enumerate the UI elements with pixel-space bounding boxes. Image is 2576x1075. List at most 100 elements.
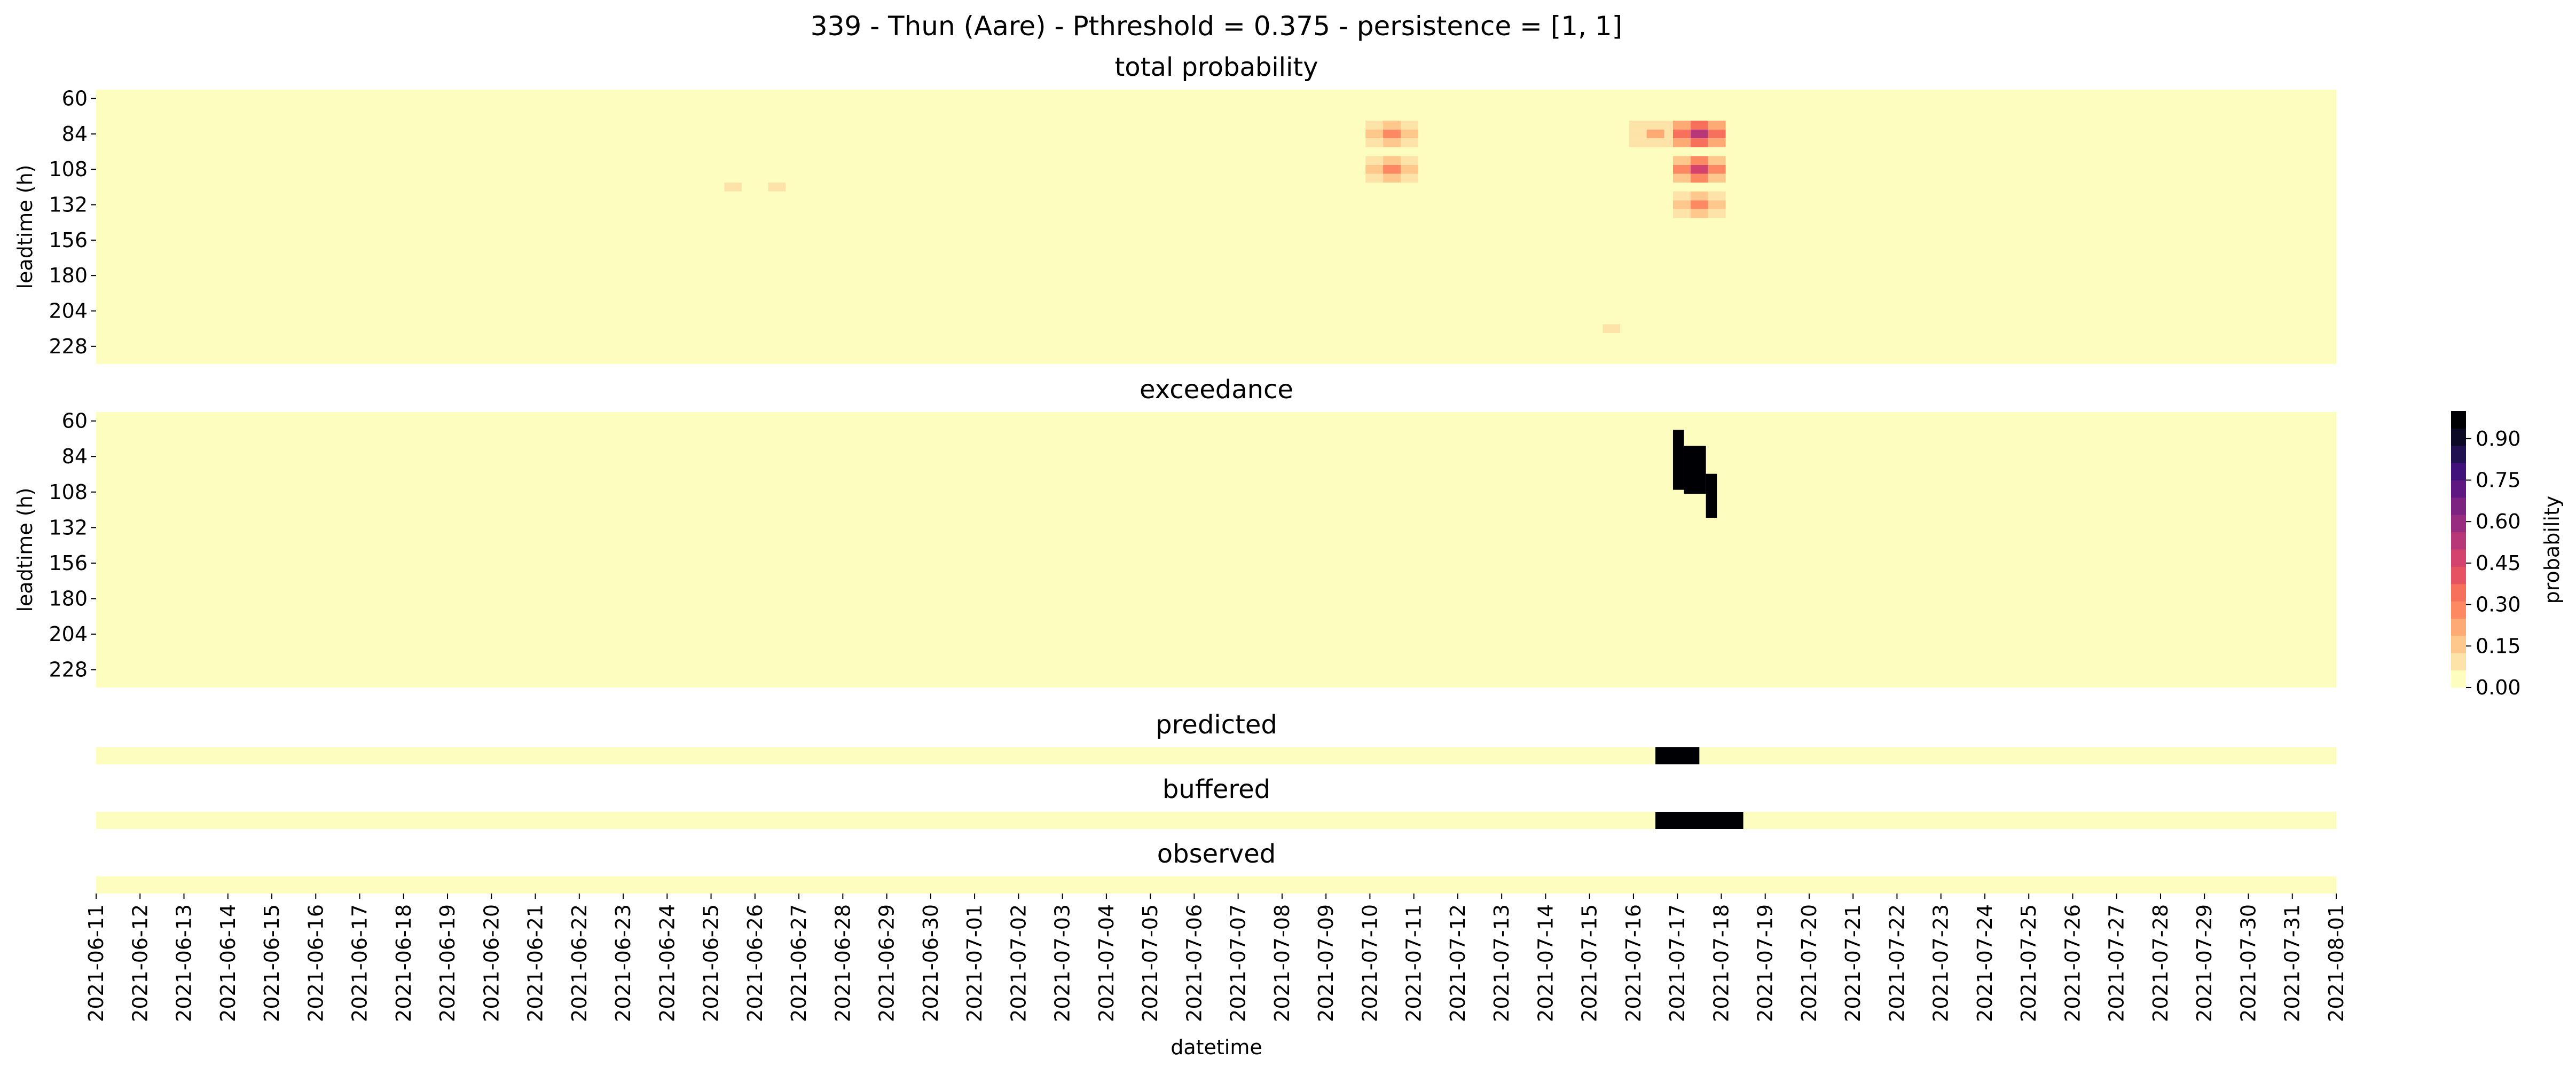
colorbar-label: probability (2540, 496, 2564, 604)
colorbar-segment (2451, 463, 2466, 480)
exceedance-heatmap (96, 412, 2336, 687)
x-tick-label: 2021-06-13 (172, 904, 196, 1022)
colorbar-segment (2451, 515, 2466, 533)
probability-cell (1708, 200, 1726, 209)
probability-cell (1690, 191, 1708, 201)
x-tick-label: 2021-06-14 (216, 904, 240, 1022)
observed-background (96, 876, 2336, 894)
probability-cell (1585, 324, 1603, 333)
colorbar-segment (2451, 480, 2466, 498)
probability-cell (1672, 156, 1691, 165)
probability-cell (768, 183, 786, 192)
y-tick-label: 132 (49, 516, 88, 539)
probability-cell (1690, 138, 1708, 147)
x-tick-label: 2021-06-16 (304, 904, 327, 1022)
x-tick-label: 2021-06-21 (524, 904, 547, 1022)
probability-cell (1690, 164, 1708, 174)
probability-cell (724, 183, 742, 192)
probability-cell (1708, 209, 1726, 218)
panel-title-predicted: predicted (1156, 710, 1277, 740)
probability-cell (1400, 121, 1418, 130)
x-tick-label: 2021-07-12 (1446, 904, 1470, 1022)
colorbar: 0.00 0.15 0.30 0.45 0.60 0.75 0.90 (2451, 411, 2521, 699)
colorbar-segment (2451, 532, 2466, 550)
total-probability-heatmap (96, 90, 2336, 364)
probability-cell (1708, 164, 1726, 174)
y-ticks: 60 84 108 132 156 180 204 228 60 84 108 132 156 180 20… (49, 87, 96, 682)
probability-cell (1383, 173, 1401, 183)
figure-title: 339 - Thun (Aare) - Pthreshold = 0.375 -… (811, 11, 1622, 42)
panel-title-buffered: buffered (1163, 774, 1270, 804)
x-tick-label: 2021-06-20 (480, 904, 503, 1022)
x-tick-label: 2021-07-08 (1270, 904, 1294, 1022)
x-tick-label: 2021-07-03 (1051, 904, 1074, 1022)
x-tick-label: 2021-07-26 (2061, 904, 2084, 1022)
x-tick-label: 2021-07-14 (1534, 904, 1557, 1022)
x-tick-label: 2021-07-16 (1622, 904, 1645, 1022)
colorbar-segment (2451, 428, 2466, 446)
panel-title-observed: observed (1157, 839, 1276, 869)
x-tick-label: 2021-07-11 (1402, 904, 1426, 1022)
x-ticks: 2021-06-11 2021-06-12 2021-06-13 2021-06-14… (84, 894, 2348, 1022)
probability-cell (1708, 173, 1726, 183)
probability-cell (1672, 173, 1691, 183)
x-tick-label: 2021-06-11 (84, 904, 108, 1022)
y-tick-label: 180 (49, 587, 88, 611)
y-tick-label: 108 (49, 480, 88, 504)
probability-cell (1365, 121, 1384, 130)
x-tick-label: 2021-07-20 (1797, 904, 1821, 1022)
probability-cell (1400, 138, 1418, 147)
colorbar-segment (2451, 445, 2466, 463)
colorbar-segment (2451, 653, 2466, 671)
y-tick-label: 108 (49, 157, 88, 181)
probability-cell (1365, 164, 1384, 174)
probability-cell (1629, 129, 1647, 139)
probability-cell (1690, 121, 1708, 130)
exceedance-cell (1684, 446, 1706, 494)
x-tick-label: 2021-06-18 (392, 904, 415, 1022)
probability-cell (1708, 121, 1726, 130)
y-tick-label: 60 (62, 409, 88, 433)
probability-cell (1708, 138, 1726, 147)
y-tick-label: 156 (49, 551, 88, 575)
probability-cell (1690, 129, 1708, 139)
probability-cell (1365, 129, 1384, 139)
exceedance-background (96, 412, 2336, 687)
x-tick-label: 2021-06-15 (260, 904, 284, 1022)
probability-cell (1383, 164, 1401, 174)
probability-cell (768, 191, 786, 201)
probability-cell (1400, 164, 1418, 174)
x-tick-label: 2021-07-17 (1666, 904, 1689, 1022)
probability-cell (1708, 191, 1726, 201)
y-tick-label: 180 (49, 264, 88, 287)
x-tick-label: 2021-07-10 (1358, 904, 1381, 1022)
exceedance-cell (1672, 430, 1684, 490)
probability-cell (1251, 289, 1269, 298)
x-tick-label: 2021-07-29 (2193, 904, 2216, 1022)
x-tick-label: 2021-07-09 (1314, 904, 1338, 1022)
x-tick-label: 2021-07-30 (2236, 904, 2260, 1022)
y-tick-label: 84 (62, 445, 88, 468)
x-tick-label: 2021-07-06 (1182, 904, 1206, 1022)
y-tick-label: 84 (62, 122, 88, 146)
x-tick-label: 2021-06-24 (655, 904, 679, 1022)
probability-cell (1620, 324, 1638, 333)
predicted-background (96, 747, 2336, 764)
probability-cell (706, 183, 725, 192)
colorbar-tick-label: 0.15 (2476, 634, 2521, 658)
probability-cell (1646, 138, 1664, 147)
panel-title-exceedance: exceedance (1140, 375, 1293, 405)
x-tick-label: 2021-06-19 (436, 904, 459, 1022)
colorbar-tick-label: 0.45 (2476, 551, 2521, 575)
colorbar-tick-label: 0.30 (2476, 593, 2521, 616)
colorbar-segment (2451, 618, 2466, 636)
probability-cell (1672, 191, 1691, 201)
probability-cell (1365, 173, 1384, 183)
colorbar-segment (2451, 601, 2466, 619)
x-tick-label: 2021-07-28 (2149, 904, 2172, 1022)
x-tick-label: 2021-06-25 (700, 904, 723, 1022)
x-tick-label: 2021-08-01 (2324, 904, 2348, 1022)
probability-cell (1690, 209, 1708, 218)
y-tick-label: 204 (49, 299, 88, 323)
